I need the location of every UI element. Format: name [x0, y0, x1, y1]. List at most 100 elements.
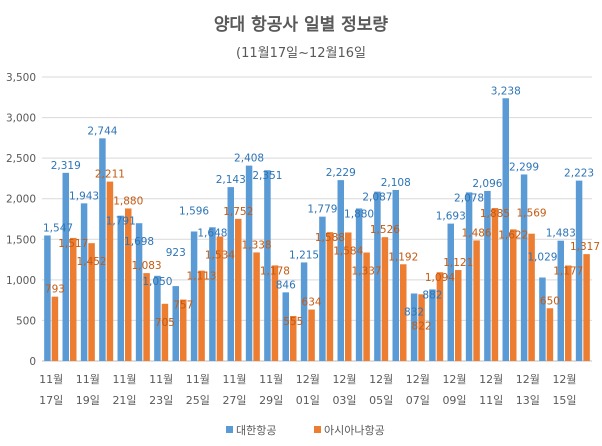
x-tick-label: 25일 — [186, 393, 210, 407]
data-label: 1,569 — [517, 208, 547, 220]
x-tick-label: 11일 — [479, 393, 503, 407]
x-tick-label: 12월 — [442, 373, 466, 386]
bar-korean-air-12/03 — [337, 180, 344, 361]
x-tick-label: 12월 — [406, 373, 430, 386]
bar-asiana-12/03 — [345, 232, 352, 361]
x-tick-label: 11월 — [186, 373, 210, 386]
bar-asiana-11/17 — [51, 296, 59, 361]
bar-korean-air-11/28 — [245, 165, 253, 361]
data-label: 2,096 — [472, 178, 502, 190]
bar-asiana-11/30 — [290, 315, 297, 361]
bar-asiana-12/09 — [455, 270, 462, 361]
data-label: 2,299 — [509, 161, 539, 173]
bar-korean-air-12/02 — [319, 216, 326, 361]
data-label: 2,408 — [234, 153, 264, 165]
bar-korean-air-12/01 — [300, 262, 308, 361]
data-label: 2,108 — [381, 177, 411, 189]
data-label: 1,943 — [69, 190, 99, 202]
data-label: 757 — [173, 300, 193, 312]
bar-korean-air-12/14 — [539, 277, 546, 361]
data-label: 923 — [166, 247, 186, 259]
chart-subtitle: (11월17일~12월16일 — [236, 46, 366, 61]
data-label: 1,337 — [352, 266, 382, 278]
y-tick-label: 3,000 — [6, 113, 36, 125]
x-tick-label: 15일 — [552, 393, 576, 407]
x-tick-label: 23일 — [149, 393, 173, 407]
data-label: 1,779 — [307, 204, 337, 216]
legend-swatch — [314, 426, 321, 433]
bar-asiana-12/11 — [491, 208, 499, 361]
x-tick-label: 11월 — [149, 373, 173, 386]
x-tick-label: 27일 — [222, 393, 246, 407]
data-label: 846 — [276, 279, 296, 291]
bar-asiana-12/07 — [418, 294, 425, 361]
x-tick-label: 12월 — [516, 373, 540, 386]
data-label: 1,215 — [289, 249, 319, 261]
data-label: 1,029 — [527, 252, 557, 264]
bar-korean-air-11/25 — [190, 231, 198, 361]
legend-swatch — [226, 426, 233, 433]
bar-korean-air-12/10 — [465, 192, 473, 361]
data-label: 650 — [540, 295, 560, 307]
y-tick-label: 3,500 — [6, 72, 36, 84]
data-label: 793 — [45, 284, 65, 296]
data-label: 2,351 — [252, 170, 282, 182]
bar-korean-air-11/26 — [209, 227, 216, 361]
x-tick-label: 19일 — [76, 393, 100, 407]
bar-korean-air-12/06 — [392, 189, 399, 361]
y-tick-label: 2,500 — [6, 153, 36, 165]
data-label: 2,744 — [87, 125, 117, 137]
x-tick-label: 12월 — [369, 373, 393, 386]
data-label: 1,177 — [553, 265, 583, 277]
x-tick-label: 11월 — [76, 373, 100, 386]
legend-label: 대한항공 — [236, 424, 276, 437]
bar-korean-air-12/04 — [355, 208, 363, 361]
bar-korean-air-11/21 — [117, 215, 124, 361]
data-label: 1,517 — [58, 238, 88, 250]
data-label: 1,121 — [443, 257, 473, 269]
data-label: 1,584 — [333, 245, 363, 257]
data-label: 1,596 — [179, 205, 209, 217]
x-tick-label: 03일 — [332, 393, 356, 407]
data-label: 882 — [422, 289, 442, 301]
y-tick-label: 2,000 — [6, 194, 36, 206]
data-label: 3,238 — [491, 85, 521, 97]
y-tick-label: 500 — [16, 315, 36, 327]
data-label: 1,880 — [113, 195, 143, 207]
data-label: 1,178 — [260, 265, 290, 277]
data-label: 2,223 — [564, 168, 594, 180]
bar-korean-air-11/22 — [135, 223, 143, 361]
data-label: 705 — [155, 317, 175, 329]
bar-asiana-12/15 — [565, 265, 572, 361]
bar-asiana-12/05 — [381, 237, 389, 361]
data-label: 634 — [302, 297, 322, 309]
bar-asiana-12/02 — [326, 232, 334, 361]
bar-korean-air-11/18 — [62, 172, 69, 361]
bar-asiana-12/08 — [436, 272, 444, 361]
data-label: 1,547 — [43, 222, 73, 234]
data-label: 2,087 — [362, 192, 392, 204]
x-tick-label: 17일 — [39, 393, 63, 407]
data-label: 1,648 — [197, 227, 227, 239]
bar-korean-air-12/07 — [410, 293, 418, 361]
bar-korean-air-11/30 — [282, 292, 289, 361]
data-label: 822 — [412, 320, 432, 332]
x-tick-label: 05일 — [369, 393, 393, 407]
bar-asiana-11/28 — [253, 252, 260, 361]
data-label: 1,880 — [344, 208, 374, 220]
bar-asiana-11/27 — [235, 218, 242, 361]
x-tick-label: 11월 — [222, 373, 246, 386]
bar-asiana-11/18 — [70, 237, 77, 361]
data-label: 2,319 — [51, 160, 81, 172]
bar-asiana-12/12 — [510, 229, 517, 361]
bar-korean-air-12/13 — [520, 174, 528, 361]
bar-asiana-12/14 — [546, 308, 554, 361]
data-label: 1,622 — [498, 229, 528, 241]
data-label: 1,534 — [205, 250, 235, 262]
data-label: 1,483 — [546, 228, 576, 240]
data-label: 1,486 — [462, 227, 492, 239]
x-tick-label: 13일 — [516, 393, 540, 407]
bar-asiana-11/19 — [88, 243, 95, 361]
chart-title: 양대 항공사 일별 정보량 — [214, 14, 389, 35]
bar-korean-air-11/29 — [264, 170, 271, 361]
